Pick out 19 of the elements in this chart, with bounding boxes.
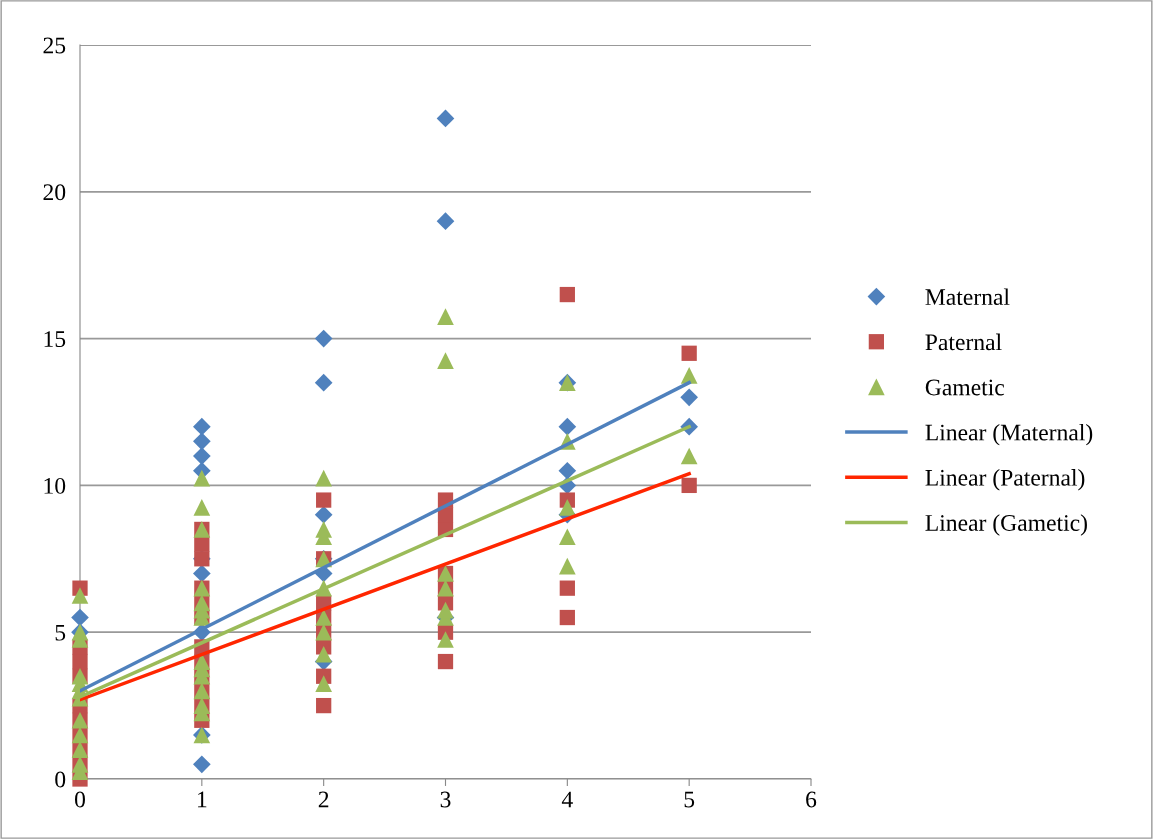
legend-label: Gametic: [925, 379, 1005, 396]
x-tick-label: 2: [318, 791, 329, 808]
y-tick-label: 5: [55, 624, 66, 641]
x-tick-label: 3: [440, 791, 451, 808]
y-tick-label: 15: [44, 331, 66, 348]
x-tick-label: 5: [684, 791, 695, 808]
y-tick-label: 0: [55, 771, 66, 788]
legend-label: Paternal: [925, 333, 1002, 351]
y-tick-label: 10: [44, 477, 66, 494]
x-tick-label: 1: [198, 791, 207, 808]
x-tick-label: 6: [806, 791, 817, 808]
x-tick-label: 4: [561, 791, 573, 808]
y-tick-label: 20: [43, 184, 66, 201]
legend-label: Linear (Paternal): [925, 469, 1085, 491]
legend-label: Linear (Maternal): [925, 423, 1093, 446]
legend-label: Linear (Gametic): [925, 514, 1087, 536]
y-tick-label: 25: [43, 37, 66, 54]
legend-label: Maternal: [925, 288, 1010, 306]
x-tick-label: 0: [75, 791, 85, 808]
